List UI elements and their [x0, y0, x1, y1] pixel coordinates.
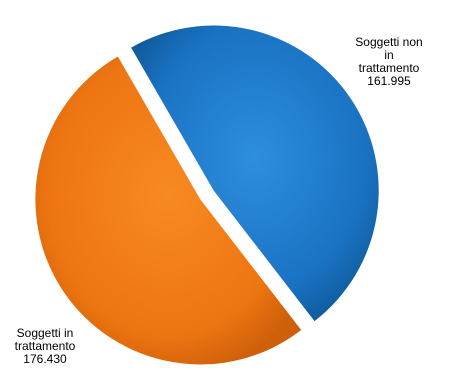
slice-label-in-trattamento: Soggetti in trattamento 176.430	[0, 327, 90, 366]
pie-slice-in-trattamento	[35, 56, 302, 365]
slice-label-non-in-trattamento: Soggetti non in trattamento 161.995	[344, 36, 434, 88]
label-line: trattamento	[14, 339, 76, 353]
label-line: Soggetti in	[16, 326, 74, 340]
label-line: in	[384, 48, 394, 62]
label-line: trattamento	[358, 61, 420, 75]
label-value: 176.430	[23, 352, 67, 366]
pie-slice-non-in-trattamento	[131, 25, 379, 322]
label-line: Soggetti non	[355, 35, 423, 49]
label-value: 161.995	[367, 74, 411, 88]
